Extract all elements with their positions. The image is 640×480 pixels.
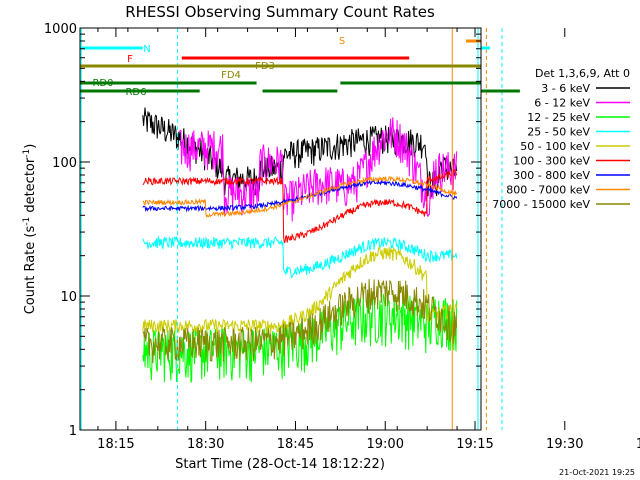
- y-label-part2: detector: [23, 157, 38, 217]
- x-tick-label: 19:00: [367, 437, 404, 452]
- flag-label: S: [339, 36, 345, 47]
- series-line: [142, 245, 458, 335]
- y-label-part3: ): [23, 144, 38, 149]
- legend-label: 3 - 6 keV: [541, 82, 590, 95]
- y-tick-label: 1: [69, 424, 77, 439]
- legend-label: 800 - 7000 keV: [506, 184, 590, 197]
- y-label-sup1: -1: [22, 217, 32, 226]
- series-line: [142, 235, 458, 278]
- x-tick-label: 18:30: [187, 437, 224, 452]
- y-tick-label: 10: [60, 290, 77, 305]
- y-axis-label: Count Rate (s-1 detector-1): [22, 144, 38, 315]
- series-line: [142, 279, 458, 364]
- y-label-part1: Count Rate (s: [23, 226, 38, 315]
- flag-label: F: [127, 54, 133, 65]
- y-axis: 1 10 100 1000: [44, 22, 481, 439]
- legend-label: 12 - 25 keV: [527, 111, 590, 124]
- y-tick-label: 100: [52, 156, 77, 171]
- legend-label: 300 - 800 keV: [513, 169, 590, 182]
- timestamp: 21-Oct-2021 19:25: [559, 468, 635, 477]
- x-tick-label: 18:15: [97, 437, 134, 452]
- flag-bars: NF S FD3 FD4 RD0 RD6: [80, 36, 520, 98]
- series-line: [142, 175, 458, 218]
- flag-label: N: [143, 44, 150, 55]
- flag-label: FD4: [221, 70, 241, 81]
- flag-label: RD0: [92, 78, 113, 89]
- flag-label: FD3: [255, 61, 275, 72]
- x-axis-label: Start Time (28-Oct-14 18:12:22): [175, 457, 385, 472]
- series-line: [179, 117, 458, 222]
- legend-label: 25 - 50 keV: [527, 126, 590, 139]
- chart-title: RHESSI Observing Summary Count Rates: [125, 3, 435, 21]
- x-axis: 18:15 18:30 18:45 19:00 19:15 19:30 19:45: [97, 28, 640, 452]
- legend-label: 100 - 300 keV: [513, 155, 590, 168]
- plot-frame: [79, 27, 482, 431]
- legend-label: 7000 - 15000 keV: [492, 198, 590, 211]
- flag-label: RD6: [125, 87, 146, 98]
- x-tick-label: 18:45: [277, 437, 314, 452]
- y-label-sup2: -1: [22, 149, 32, 158]
- y-tick-label: 1000: [44, 22, 77, 37]
- series-line: [142, 169, 458, 244]
- legend: Det 1,3,6,9, Att 0 3 - 6 keV 6 - 12 keV12…: [492, 67, 630, 211]
- x-tick-label: 19:45: [636, 437, 640, 452]
- plot-lines: [80, 28, 503, 430]
- legend-label: 6 - 12 keV: [534, 97, 590, 110]
- legend-header: Det 1,3,6,9, Att 0: [535, 67, 630, 80]
- x-tick-label: 19:30: [546, 437, 583, 452]
- x-tick-label: 19:15: [456, 437, 493, 452]
- legend-label: 50 - 100 keV: [520, 140, 590, 153]
